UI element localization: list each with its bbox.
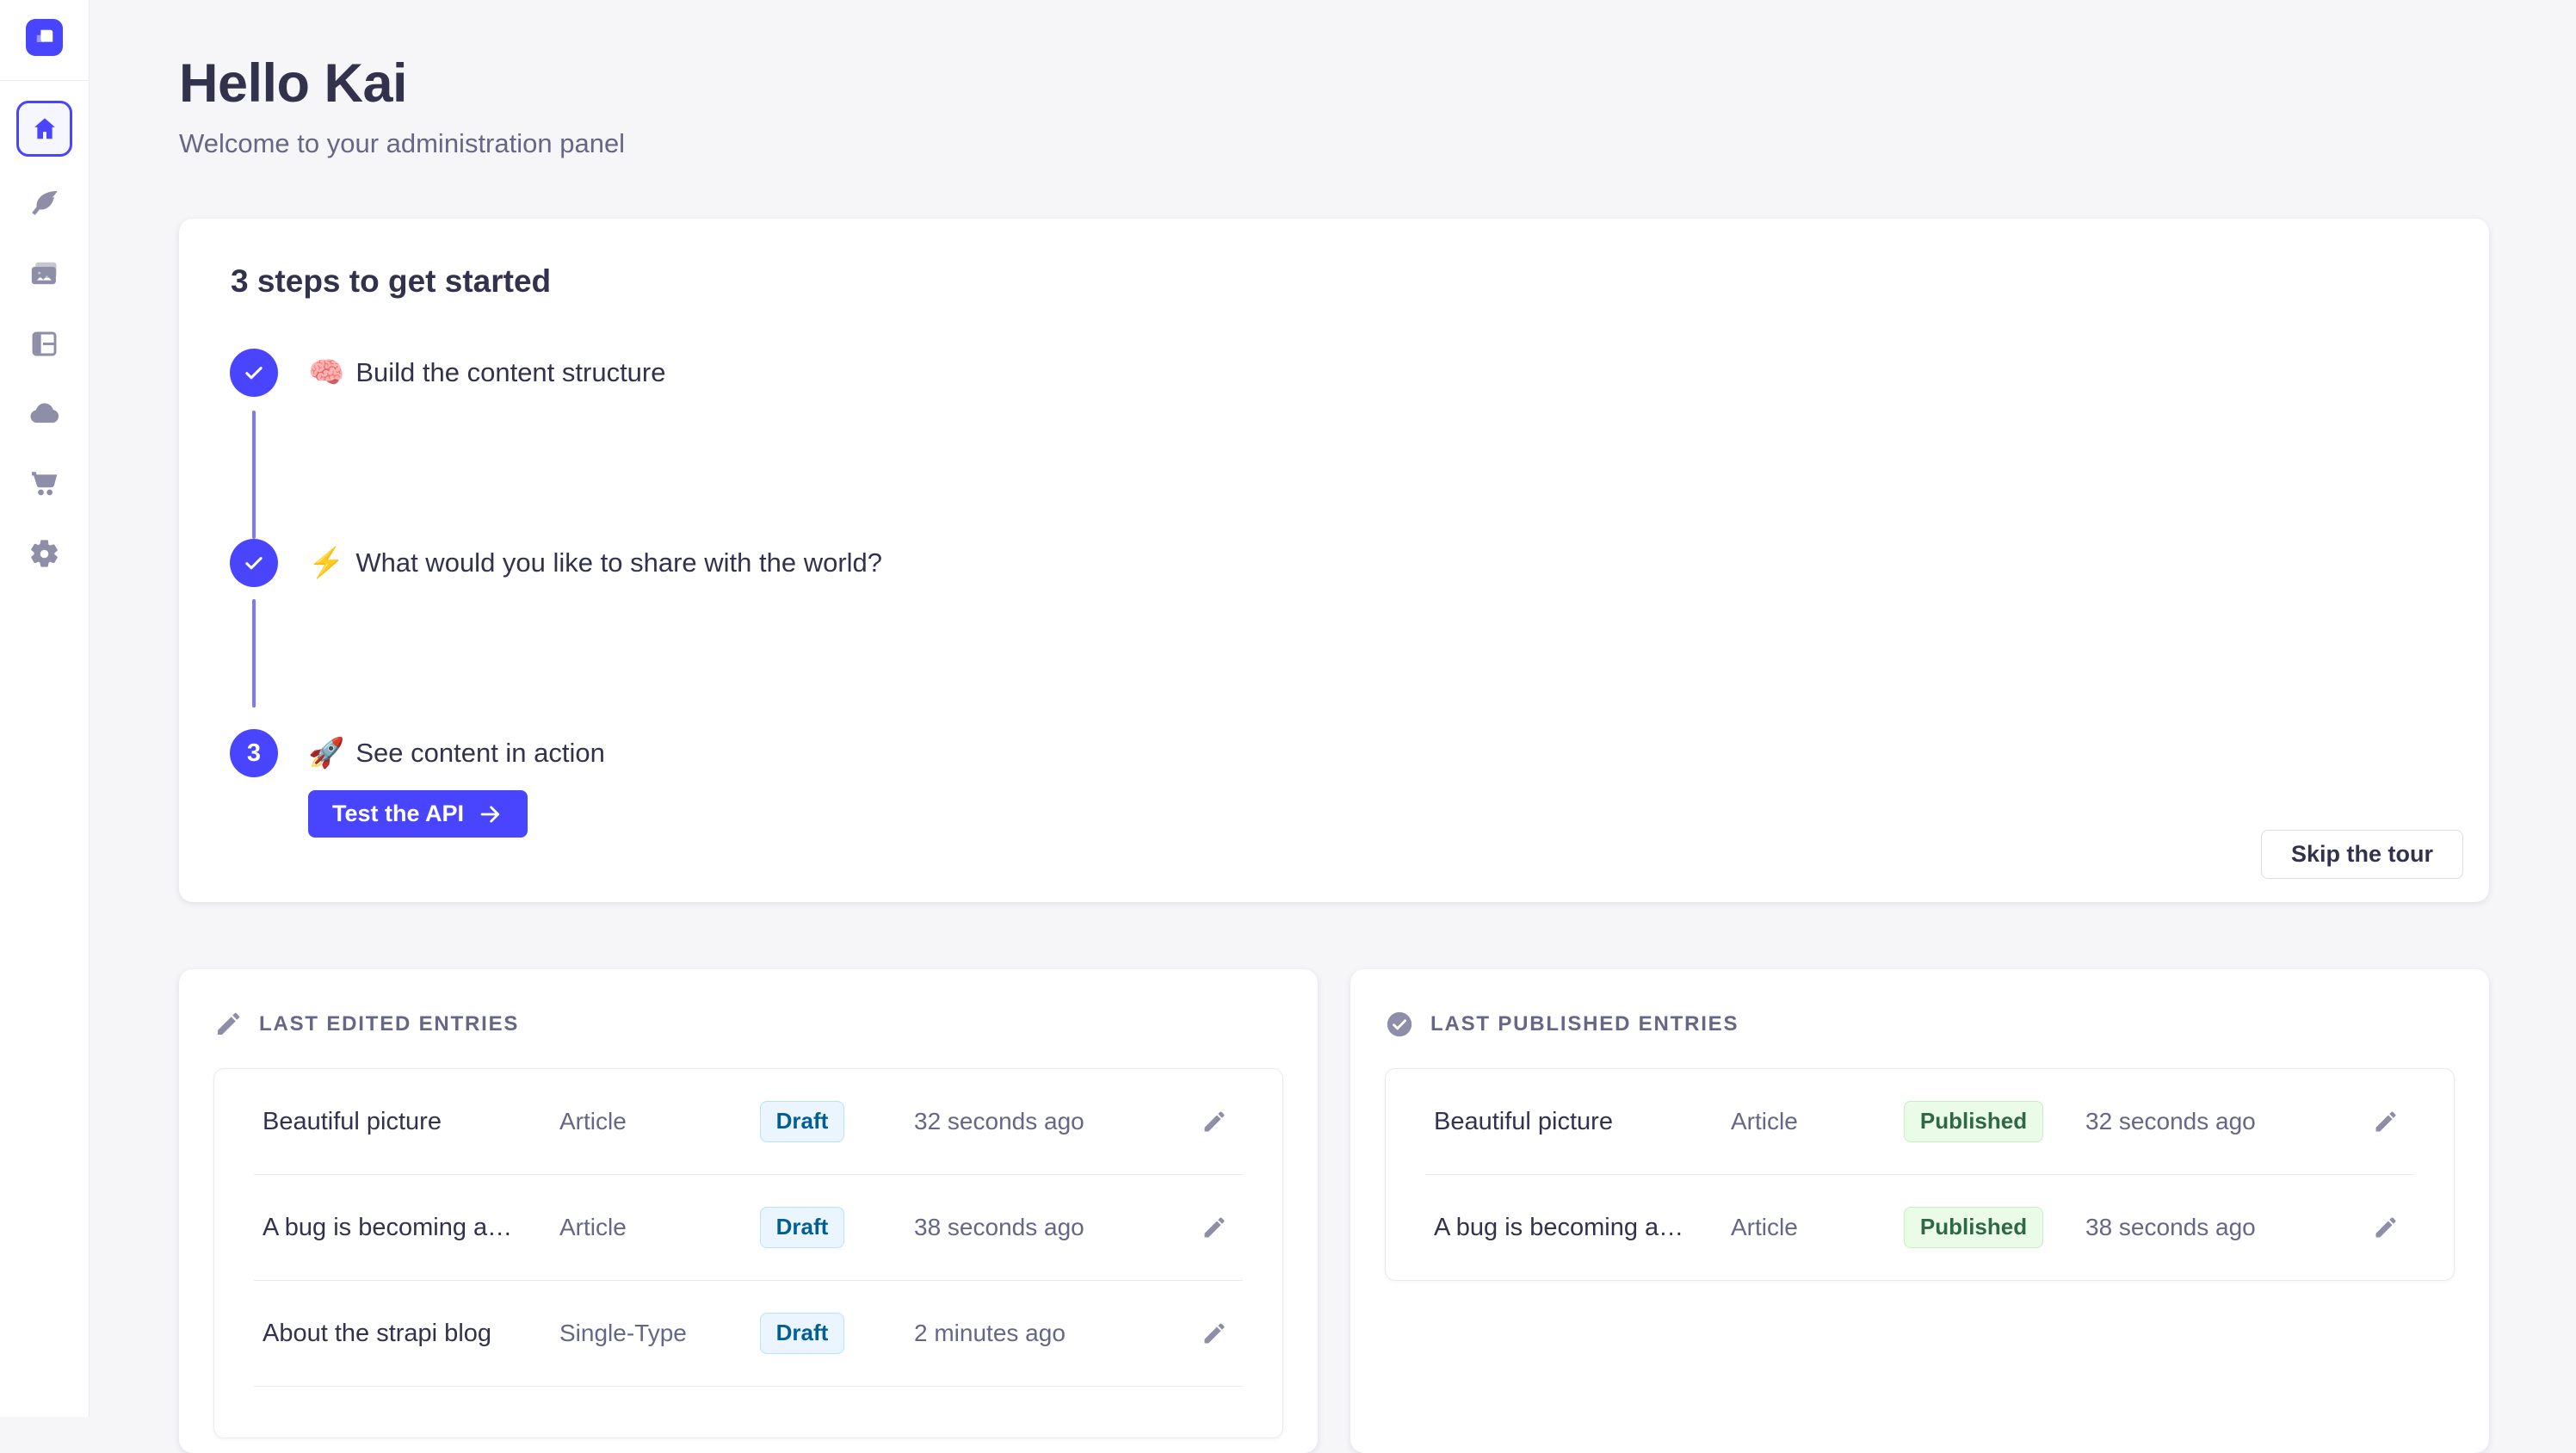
lightning-emoji: ⚡ (308, 547, 345, 579)
sidebar-item-gear[interactable] (26, 535, 64, 572)
check-icon (245, 557, 263, 570)
pencil-icon (1204, 1111, 1224, 1131)
rocket-emoji: 🚀 (308, 737, 345, 770)
step-1-label: 🧠 Build the content structure (308, 349, 666, 397)
status-badge: Published (1903, 1101, 2044, 1142)
entry-title: Beautiful picture (263, 1107, 442, 1135)
edit-entry-button[interactable] (1193, 1313, 1234, 1354)
strapi-logo[interactable] (26, 19, 63, 56)
gear-icon (31, 539, 58, 567)
entry-time: 32 seconds ago (914, 1108, 1084, 1135)
row-divider (254, 1280, 1243, 1281)
step-3-number: 3 (246, 739, 262, 767)
entries-section: LAST EDITED ENTRIES Beautiful picture Ar… (179, 969, 2489, 1453)
entry-time: 38 seconds ago (914, 1214, 1084, 1240)
last-published-table: Beautiful picture Article Published 32 s… (1385, 1068, 2455, 1281)
step-1-check-circle (230, 349, 278, 397)
strapi-logo-icon (36, 29, 53, 42)
pencil-icon (217, 1012, 240, 1036)
edit-entry-button[interactable] (2364, 1207, 2406, 1248)
status-badge: Draft (759, 1207, 845, 1248)
entry-time: 38 seconds ago (2085, 1214, 2256, 1240)
step-1-text: Build the content structure (355, 357, 666, 387)
test-api-button[interactable]: Test the API (308, 790, 528, 838)
cart-icon (32, 471, 58, 495)
table-row[interactable]: Beautiful picture Article Draft 32 secon… (214, 1069, 1282, 1174)
entry-type: Article (559, 1214, 627, 1240)
entry-time: 32 seconds ago (2085, 1108, 2256, 1135)
last-edited-table: Beautiful picture Article Draft 32 secon… (213, 1068, 1283, 1438)
sidebar-item-images[interactable] (26, 255, 64, 293)
pencil-icon (1204, 1217, 1224, 1237)
edit-entry-button[interactable] (1193, 1101, 1234, 1142)
page-title: Hello Kai (179, 53, 408, 114)
images-icon (31, 262, 57, 284)
last-edited-title: LAST EDITED ENTRIES (259, 1012, 520, 1036)
table-row[interactable]: About the strapi blog Single-Type Draft … (214, 1281, 1282, 1386)
step-connector (252, 599, 256, 708)
page-subtitle: Welcome to your administration panel (179, 128, 626, 158)
row-divider (1425, 1174, 2414, 1175)
layout-icon (32, 331, 57, 356)
feather-icon (32, 190, 58, 215)
status-badge: Draft (759, 1313, 845, 1354)
onboarding-card: 3 steps to get started 🧠 Build the conte… (179, 219, 2489, 902)
sidebar (0, 0, 90, 1417)
edit-entry-button[interactable] (1193, 1207, 1234, 1248)
main-content: Hello Kai Welcome to your administration… (90, 0, 2576, 1453)
arrow-right-icon (480, 806, 500, 822)
row-divider (254, 1386, 1243, 1387)
check-icon (245, 367, 263, 380)
entry-type: Single-Type (559, 1320, 687, 1346)
home-icon (34, 117, 55, 139)
cloud-icon (30, 403, 59, 423)
status-badge: Published (1903, 1207, 2044, 1248)
step-3-number-circle: 3 (230, 729, 278, 777)
sidebar-item-layout[interactable] (26, 325, 64, 362)
step-3-label: 🚀 See content in action (308, 729, 605, 777)
check-circle-icon (1387, 1011, 1412, 1037)
onboarding-title: 3 steps to get started (231, 263, 552, 299)
sidebar-item-cart[interactable] (26, 464, 64, 502)
sidebar-item-home[interactable] (16, 101, 72, 157)
last-published-header: LAST PUBLISHED ENTRIES (1385, 1010, 2455, 1039)
row-divider (254, 1174, 1243, 1175)
table-row[interactable]: Beautiful picture Article Published 32 s… (1386, 1069, 2454, 1174)
sidebar-divider (0, 80, 89, 81)
last-published-card: LAST PUBLISHED ENTRIES Beautiful picture… (1350, 969, 2489, 1453)
test-api-label: Test the API (332, 801, 465, 826)
last-edited-card: LAST EDITED ENTRIES Beautiful picture Ar… (179, 969, 1318, 1453)
entry-title: A bug is becoming a… (263, 1213, 513, 1241)
last-edited-header: LAST EDITED ENTRIES (213, 1010, 1283, 1039)
step-connector (252, 411, 256, 539)
status-badge: Draft (759, 1101, 845, 1142)
entry-title: About the strapi blog (263, 1319, 492, 1347)
last-published-title: LAST PUBLISHED ENTRIES (1430, 1012, 1739, 1036)
entry-type: Article (1731, 1214, 1798, 1240)
step-3-text: See content in action (355, 738, 605, 768)
step-2-label: ⚡ What would you like to share with the … (308, 539, 882, 587)
brain-emoji: 🧠 (308, 356, 345, 389)
entry-title: Beautiful picture (1434, 1107, 1613, 1135)
sidebar-item-cloud[interactable] (26, 394, 64, 432)
pencil-icon (1204, 1323, 1224, 1343)
table-row[interactable]: A bug is becoming a… Article Draft 38 se… (214, 1175, 1282, 1280)
step-2-check-circle (230, 539, 278, 587)
pencil-icon (2375, 1217, 2395, 1237)
entry-type: Article (1731, 1108, 1798, 1135)
edit-entry-button[interactable] (2364, 1101, 2406, 1142)
table-row[interactable]: A bug is becoming a… Article Published 3… (1386, 1175, 2454, 1280)
entry-type: Article (559, 1108, 627, 1135)
entry-time: 2 minutes ago (914, 1320, 1066, 1346)
skip-tour-button[interactable]: Skip the tour (2260, 830, 2463, 879)
sidebar-item-feather[interactable] (26, 184, 64, 222)
step-2-text: What would you like to share with the wo… (355, 547, 883, 578)
pencil-icon (2375, 1111, 2395, 1131)
entry-title: A bug is becoming a… (1434, 1213, 1684, 1241)
